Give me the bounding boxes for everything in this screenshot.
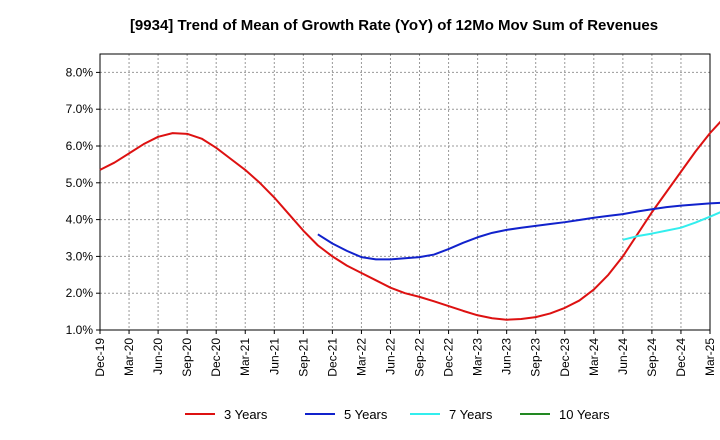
legend-label: 10 Years	[559, 407, 610, 422]
x-tick-label: Mar-20	[122, 338, 136, 376]
plot-area-border	[99, 53, 711, 331]
x-tick-label: Sep-21	[296, 338, 310, 377]
y-tick-label: 3.0%	[66, 249, 94, 263]
y-tick-label: 7.0%	[66, 102, 94, 116]
x-tick-label: Sep-22	[413, 338, 427, 377]
series-line-5-years	[317, 201, 720, 261]
chart-title: [9934] Trend of Mean of Growth Rate (YoY…	[130, 17, 658, 34]
y-tick-label: 8.0%	[66, 65, 94, 79]
x-tick-label: Sep-23	[529, 338, 543, 377]
x-tick-label: Mar-23	[471, 338, 485, 376]
legend-label: 3 Years	[224, 407, 268, 422]
x-tick-label: Jun-23	[500, 338, 514, 375]
series-line-3-years	[99, 120, 720, 321]
x-tick-label: Jun-21	[267, 338, 281, 375]
legend: 3 Years 5 Years 7 Years 10 Years	[185, 407, 610, 422]
x-tick-label: Mar-21	[238, 338, 252, 376]
x-tick-label: Jun-22	[383, 338, 397, 375]
legend-label: 7 Years	[449, 407, 493, 422]
x-tick-label: Sep-20	[180, 338, 194, 377]
x-tick-label: Jun-20	[151, 338, 165, 375]
x-tick-label: Dec-19	[93, 338, 107, 377]
x-tick-label: Jun-24	[616, 338, 630, 375]
y-tick-label: 1.0%	[66, 323, 94, 337]
y-tick-label: 2.0%	[66, 286, 94, 300]
y-tick-label: 4.0%	[66, 213, 94, 227]
y-axis: 1.0% 2.0% 3.0% 4.0% 5.0% 6.0% 7.0% 8.0%	[66, 65, 100, 337]
x-tick-label: Dec-21	[325, 338, 339, 377]
x-tick-label: Mar-25	[703, 338, 717, 376]
y-tick-label: 5.0%	[66, 176, 94, 190]
x-tick-label: Mar-22	[354, 338, 368, 376]
y-tick-label: 6.0%	[66, 139, 94, 153]
x-tick-label: Dec-22	[442, 338, 456, 377]
series-lines	[99, 120, 720, 321]
x-tick-label: Dec-23	[558, 338, 572, 377]
x-tick-label: Mar-24	[587, 338, 601, 376]
x-tick-label: Dec-24	[674, 338, 688, 377]
grid	[100, 54, 710, 331]
series-line-7-years	[622, 211, 720, 241]
legend-label: 5 Years	[344, 407, 388, 422]
x-axis: Dec-19 Mar-20 Jun-20 Sep-20 Dec-20 Mar-21 Jun-…	[93, 330, 717, 377]
x-tick-label: Dec-20	[209, 338, 223, 377]
x-tick-label: Sep-24	[645, 338, 659, 377]
